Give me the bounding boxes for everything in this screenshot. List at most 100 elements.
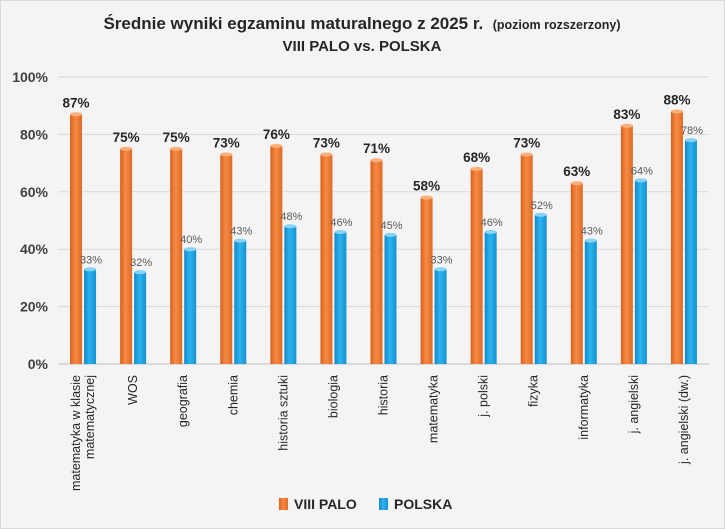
bar-cap-polska (484, 229, 497, 234)
bar-viii-palo (320, 154, 333, 364)
data-label-polska: 52% (531, 200, 553, 212)
bar-polska (634, 180, 647, 364)
bar-viii-palo (470, 168, 483, 364)
data-label-polska: 48% (280, 211, 302, 223)
bar-polska (284, 226, 297, 364)
data-label-viii-palo: 73% (513, 135, 540, 150)
data-labels: 87% 33% 75% 32% 75% 40% 73% 43% 76% 48% 73% 46% 71% 4… (63, 92, 704, 269)
bar-polska (534, 214, 547, 364)
x-tick-label: informatyka (577, 375, 591, 440)
bar-cap-polska (134, 270, 147, 275)
data-label-viii-palo: 73% (313, 135, 340, 150)
x-tick-label-line: informatyka (577, 375, 591, 440)
x-tick-label: fizyka (527, 375, 541, 407)
bar-polska (684, 140, 697, 364)
x-tick-label: j. angielski (dw.) (677, 375, 691, 465)
bar-viii-palo (120, 148, 133, 364)
bar-viii-palo (270, 145, 283, 364)
data-label-viii-palo: 75% (113, 130, 140, 145)
chart-title: Średnie wyniki egzaminu maturalnego z 20… (103, 14, 483, 33)
y-tick-label: 20% (20, 299, 49, 315)
x-tick-label-line: matematyka (427, 375, 441, 443)
grid (58, 76, 709, 365)
bar-polska (234, 240, 247, 364)
bar-viii-palo (670, 111, 683, 364)
legend-swatch (279, 498, 288, 510)
bar-polska (84, 269, 97, 364)
bar-cap-polska (234, 238, 247, 243)
x-tick-label: WOS (126, 375, 140, 405)
legend-label: POLSKA (394, 496, 452, 512)
data-label-viii-palo: 58% (413, 179, 440, 194)
bar-cap-polska (334, 229, 347, 234)
bar-cap-viii-palo (470, 166, 483, 171)
bar-polska (434, 269, 447, 364)
x-tick-label: j. angielski (627, 375, 641, 434)
bar-cap-polska (84, 267, 97, 272)
x-tick-label: geografia (176, 375, 190, 427)
data-label-polska: 33% (80, 254, 102, 266)
x-tick-label-line: historia sztuki (276, 375, 290, 451)
x-tick-label-line: biologia (326, 375, 340, 418)
bar-polska (334, 231, 347, 364)
x-tick-label: historia (377, 375, 391, 415)
bar-cap-viii-palo (420, 195, 433, 200)
bar-cap-viii-palo (120, 146, 133, 151)
bar-cap-viii-palo (570, 181, 583, 186)
bar-cap-viii-palo (170, 146, 183, 151)
x-tick-label: chemia (226, 375, 240, 415)
bar-viii-palo (370, 160, 383, 364)
data-label-viii-palo: 83% (613, 107, 640, 122)
bar-polska (584, 240, 597, 364)
bar-viii-palo (170, 148, 183, 364)
y-tick-label: 100% (12, 69, 48, 85)
bar-cap-polska (634, 178, 647, 183)
bar-viii-palo (70, 114, 83, 364)
bar-polska (384, 234, 397, 364)
x-tick-label-line: j. angielski (627, 375, 641, 434)
data-label-viii-palo: 76% (263, 127, 290, 142)
bar-viii-palo (220, 154, 233, 364)
bar-polska (184, 249, 197, 364)
bar-cap-polska (584, 238, 597, 243)
y-tick-label: 0% (28, 356, 49, 372)
data-label-viii-palo: 73% (213, 135, 240, 150)
x-tick-label-line: geografia (176, 375, 190, 427)
data-label-polska: 78% (681, 125, 703, 137)
x-tick-label-line: matematyka w klasie (69, 375, 83, 491)
bar-cap-polska (534, 212, 547, 217)
x-tick-label: biologia (326, 375, 340, 418)
x-tick-label: j. polski (477, 375, 491, 418)
x-tick-label-line: fizyka (527, 375, 541, 407)
data-label-viii-palo: 68% (463, 150, 490, 165)
data-label-viii-palo: 75% (163, 130, 190, 145)
axes: 0%20%40%60%80%100%matematyka w klasie mat… (12, 69, 691, 491)
legend-label: VIII PALO (294, 496, 357, 512)
x-tick-label: historia sztuki (276, 375, 290, 451)
bar-viii-palo (420, 197, 433, 364)
chart-subtitle: VIII PALO vs. POLSKA (283, 38, 442, 55)
bar-cap-polska (684, 138, 697, 143)
bars (70, 109, 697, 364)
bar-cap-viii-palo (370, 158, 383, 163)
bar-cap-polska (384, 232, 397, 237)
bar-viii-palo (520, 154, 533, 364)
chart-title-line: Średnie wyniki egzaminu maturalnego z 20… (103, 14, 620, 33)
x-tick-label-line: matematycznej (83, 375, 97, 459)
bar-cap-viii-palo (270, 143, 283, 148)
x-tick-label-line: WOS (126, 375, 140, 405)
data-label-polska: 45% (380, 220, 402, 232)
data-label-polska: 46% (481, 217, 503, 229)
x-tick-label-line: historia (377, 375, 391, 415)
data-label-polska: 40% (180, 234, 202, 246)
bar-polska (134, 272, 147, 364)
bar-cap-viii-palo (320, 152, 333, 157)
bar-cap-viii-palo (220, 152, 233, 157)
legend-swatch (379, 498, 388, 510)
bar-viii-palo (570, 183, 583, 364)
data-label-polska: 64% (631, 165, 653, 177)
y-tick-label: 60% (20, 184, 49, 200)
data-label-polska: 33% (431, 254, 453, 266)
x-tick-label-line: j. polski (477, 375, 491, 418)
